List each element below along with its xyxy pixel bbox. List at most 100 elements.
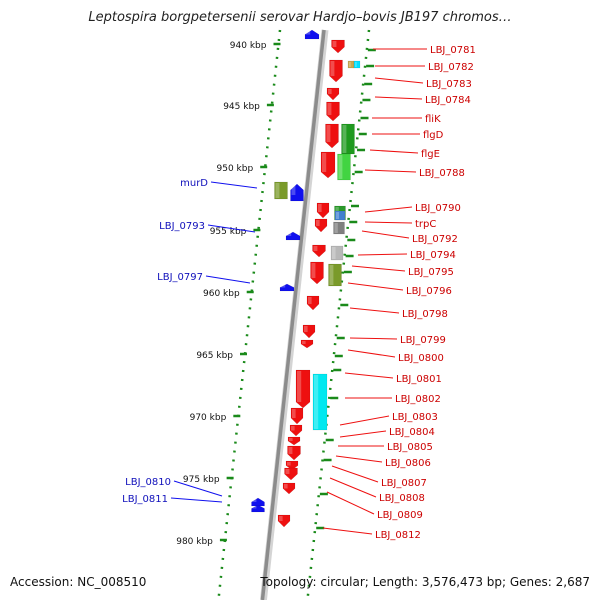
reverse-gene-label: LBJ_0805: [387, 442, 433, 453]
reverse-gene-label: LBJ_0790: [415, 203, 461, 214]
leader-line-reverse: [361, 230, 410, 239]
leader-line-reverse: [331, 465, 379, 483]
leader-line-reverse: [351, 265, 406, 272]
leader-line-reverse: [364, 169, 417, 173]
gene-box-blue-mix: [334, 210, 346, 221]
reverse-gene-highlight: [297, 371, 302, 402]
gene-box-cyan: [353, 60, 361, 69]
gene-box-green-1-highlight: [342, 125, 347, 153]
reverse-gene: [287, 445, 301, 461]
leader-line-reverse: [349, 337, 398, 340]
forward-gene-label: LBJ_0810: [125, 477, 171, 488]
accession-text: Accession: NC_008510: [10, 575, 147, 589]
reverse-gene: [316, 202, 330, 219]
ruler-track-left: [217, 29, 282, 600]
reverse-gene-label: LBJ_0788: [419, 168, 465, 179]
reverse-gene-label: LBJ_0782: [428, 62, 474, 73]
kbp-tick-label: 955 kbp: [210, 227, 247, 237]
reverse-gene: [290, 407, 304, 425]
forward-gene: [251, 504, 265, 513]
reverse-gene-highlight: [292, 409, 296, 418]
reverse-gene: [287, 436, 301, 446]
reverse-gene-label: LBJ_0794: [410, 250, 456, 261]
reverse-gene: [277, 514, 291, 528]
reverse-gene-highlight: [289, 438, 293, 441]
reverse-gene-highlight: [328, 89, 332, 94]
topology-text: Topology: circular; Length: 3,576,473 bp…: [260, 575, 590, 589]
kbp-tick-label: 980 kbp: [176, 537, 213, 547]
reverse-gene: [284, 467, 298, 481]
forward-gene: [279, 283, 295, 292]
leader-line-reverse: [364, 206, 413, 213]
forward-gene-label: LBJ_0811: [122, 494, 168, 505]
reverse-gene-label: LBJ_0796: [406, 286, 452, 297]
reverse-gene: [289, 424, 303, 437]
leader-line-reverse: [349, 307, 400, 314]
reverse-gene-highlight: [326, 125, 331, 142]
gene-box-cyan-2: [312, 373, 328, 431]
reverse-gene: [326, 101, 340, 122]
ruler-track-right: [306, 29, 371, 600]
forward-gene-label: LBJ_0797: [157, 272, 203, 283]
gene-box-grey-2: [330, 245, 344, 261]
reverse-gene-label: LBJ_0801: [396, 374, 442, 385]
leader-line-reverse: [326, 491, 375, 515]
reverse-gene-highlight: [287, 462, 291, 466]
gene-box-green-2: [337, 153, 351, 181]
reverse-gene: [326, 87, 340, 101]
reverse-gene-highlight: [313, 246, 318, 251]
reverse-gene: [329, 59, 343, 83]
leader-line-reverse: [347, 282, 404, 291]
reverse-gene: [320, 151, 336, 179]
reverse-gene-label: LBJ_0783: [426, 79, 472, 90]
reverse-gene-label: flgE: [421, 149, 440, 160]
gene-box-olive: [347, 60, 355, 69]
gene-box-olive-2: [328, 263, 342, 287]
leader-line-forward: [207, 224, 256, 233]
forward-gene-label: LBJ_0793: [159, 221, 205, 232]
reverse-gene-highlight: [285, 469, 290, 474]
leader-line-reverse: [335, 455, 383, 463]
reverse-gene-highlight: [330, 61, 335, 76]
reverse-gene: [306, 295, 320, 311]
map-title: Leptospira borgpetersenii serovar Hardjo…: [88, 10, 512, 25]
forward-gene-highlight: [252, 499, 257, 502]
reverse-gene-label: LBJ_0803: [392, 412, 438, 423]
leader-line-reverse: [364, 221, 413, 224]
reverse-gene: [282, 482, 296, 495]
reverse-gene-label: LBJ_0806: [385, 458, 431, 469]
reverse-gene: [331, 39, 345, 54]
reverse-gene-label: LBJ_0808: [379, 493, 425, 504]
reverse-gene-label: LBJ_0798: [402, 309, 448, 320]
backbone-line: [260, 29, 326, 600]
leader-line-reverse: [344, 372, 394, 379]
reverse-gene-label: LBJ_0802: [395, 394, 441, 405]
leader-line-reverse: [374, 96, 423, 100]
leader-line-forward: [170, 497, 223, 503]
reverse-gene-highlight: [322, 153, 327, 172]
kbp-tick-label: 965 kbp: [196, 351, 233, 361]
reverse-gene-label: LBJ_0812: [375, 530, 421, 541]
reverse-gene: [310, 261, 324, 285]
gene-box-cyan-2-highlight: [314, 375, 319, 429]
gene-box-green-2-highlight: [338, 155, 343, 179]
kbp-tick-label: 975 kbp: [183, 475, 220, 485]
forward-gene-highlight: [252, 506, 257, 509]
reverse-gene: [285, 460, 299, 471]
reverse-gene-label: LBJ_0784: [425, 95, 471, 106]
forward-gene: [290, 183, 304, 202]
forward-gene-highlight: [281, 285, 286, 288]
reverse-gene-highlight: [304, 326, 308, 332]
reverse-gene: [300, 339, 314, 349]
gene-box-grey-2-highlight: [332, 247, 336, 259]
reverse-gene-highlight: [327, 103, 332, 115]
forward-gene-highlight: [291, 185, 296, 195]
reverse-gene-highlight: [316, 220, 320, 226]
reverse-gene-label: LBJ_0807: [381, 478, 427, 489]
reverse-gene-highlight: [318, 204, 322, 212]
reverse-gene: [302, 324, 316, 339]
reverse-gene-label: LBJ_0799: [400, 335, 446, 346]
forward-gene-label: murD: [180, 178, 208, 189]
forward-gene: [251, 497, 265, 507]
kbp-tick-label: 950 kbp: [217, 164, 254, 174]
